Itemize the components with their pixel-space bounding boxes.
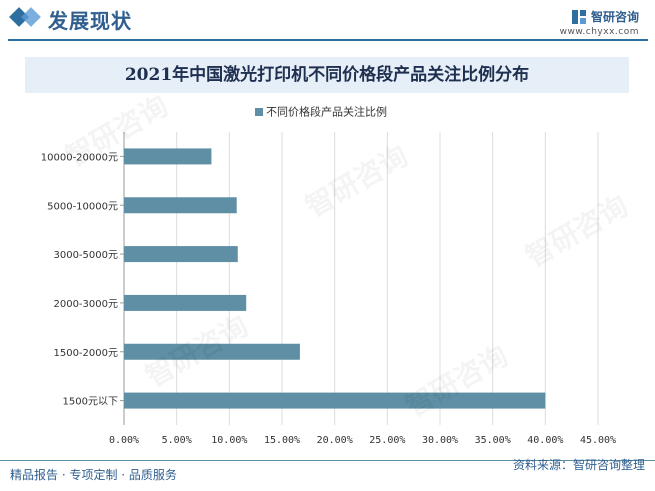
x-tick-label: 20.00% [317, 435, 353, 446]
x-tick-label: 40.00% [527, 435, 563, 446]
section-title: 发展现状 [48, 9, 132, 33]
x-tick-label: 5.00% [162, 435, 192, 446]
category-label: 10000-20000元 [41, 152, 118, 163]
category-label: 1500-2000元 [53, 348, 118, 359]
bar [124, 294, 247, 311]
header-divider [8, 39, 648, 41]
bar [124, 343, 300, 360]
x-tick-label: 15.00% [264, 435, 300, 446]
chart-legend: 不同价格段产品关注比例 [255, 101, 387, 119]
footer-source: 资料来源：智研咨询整理 [512, 458, 645, 472]
footer-divider [0, 460, 655, 461]
category-label: 2000-3000元 [53, 299, 118, 310]
category-label: 1500元以下 [63, 397, 118, 408]
brand-block: 智研咨询 www.chyxx.com [560, 6, 639, 37]
x-tick-label: 10.00% [211, 435, 247, 446]
chart-title: 2021年中国激光打印机不同价格段产品关注比例分布 [124, 65, 530, 85]
legend-label: 不同价格段产品关注比例 [266, 105, 387, 119]
x-tick-label: 35.00% [475, 435, 511, 446]
category-label: 3000-5000元 [53, 250, 118, 261]
brand-name: 智研咨询 [590, 10, 639, 24]
bar [124, 197, 237, 214]
x-tick-label: 30.00% [422, 435, 458, 446]
bar [124, 246, 238, 263]
x-tick-label: 25.00% [369, 435, 405, 446]
x-tick-label: 0.00% [109, 435, 139, 446]
legend-swatch [255, 107, 263, 116]
x-tick-label: 45.00% [580, 435, 616, 446]
title-band [25, 57, 629, 93]
category-label: 5000-10000元 [47, 201, 118, 212]
brand-logo-icon [571, 9, 586, 24]
bar [124, 148, 212, 165]
bar [124, 392, 546, 409]
page-header: 发展现状 智研咨询 www.chyxx.com [0, 0, 655, 41]
footer-slogan: 精品报告 · 专项定制 · 品质服务 [10, 468, 177, 482]
brand-url: www.chyxx.com [559, 27, 639, 37]
